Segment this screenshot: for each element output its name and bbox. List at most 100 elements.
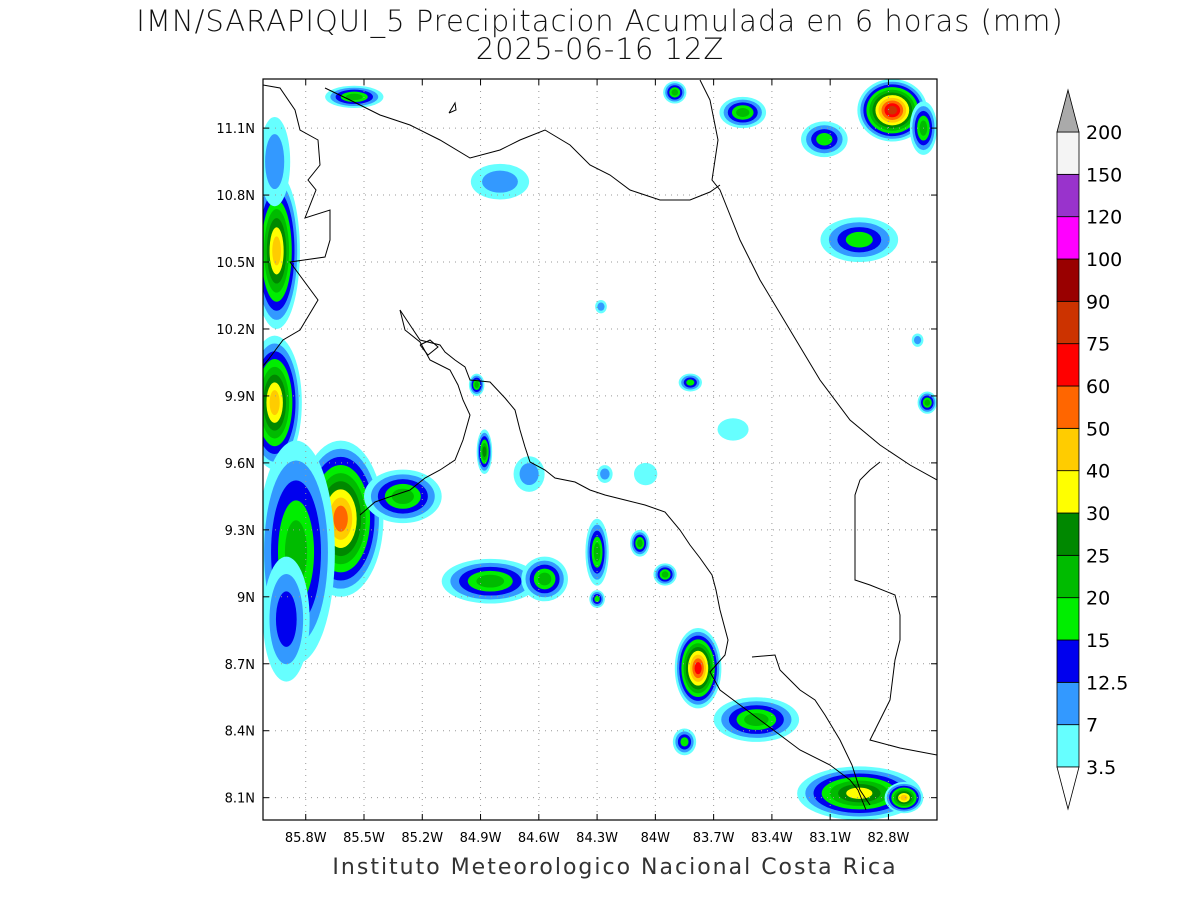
precip-contour — [537, 572, 552, 586]
precip-cell — [801, 121, 848, 158]
colorbar-swatch — [1056, 681, 1080, 726]
precip-contour — [275, 591, 297, 647]
precip-contour — [680, 737, 689, 747]
lat-tick-label: 8.7N — [225, 658, 255, 673]
colorbar-level-label: 12.5 — [1086, 672, 1128, 694]
colorbar-legend: 3.5 7 12.5 15 20 25 30 40 50 60 75 90 100 120 150 200 — [1056, 88, 1128, 811]
lat-tick-label: 9N — [237, 591, 255, 606]
lat-tick-label: 9.3N — [225, 524, 255, 539]
precip-cell — [630, 529, 650, 557]
nicoya-coast — [399, 309, 867, 811]
colorbar-swatch — [1056, 724, 1080, 768]
colorbar-level-label: 3.5 — [1086, 757, 1116, 779]
precip-contour — [661, 571, 669, 578]
colorbar-swatch — [1056, 554, 1080, 599]
colorbar-swatch — [1056, 385, 1080, 429]
precip-contour — [476, 574, 505, 588]
precip-cell — [263, 556, 310, 682]
map-frame — [262, 78, 938, 821]
colorbar-level-label: 75 — [1086, 334, 1110, 356]
precip-contour — [265, 134, 285, 190]
precip-cell — [468, 373, 485, 396]
colorbar-level-label: 90 — [1086, 291, 1110, 313]
lon-tick-label: 84W — [641, 831, 671, 846]
precip-cell — [263, 335, 302, 470]
colorbar-swatch — [1056, 639, 1080, 683]
map-datetime: 2025-06-16 12Z — [475, 32, 725, 66]
lon-tick-label: 85.2W — [401, 831, 443, 846]
precip-cell — [719, 96, 767, 129]
precip-cell — [672, 728, 697, 756]
precip-cell — [597, 465, 613, 483]
lon-tick-label: 83.1W — [809, 831, 851, 846]
precip-cell — [713, 697, 800, 742]
caribbean-coast — [699, 79, 937, 481]
precip-contour — [637, 539, 643, 548]
colorbar-level-label: 20 — [1086, 588, 1110, 610]
lon-tick-label: 82.8W — [868, 831, 910, 846]
precip-contour — [816, 133, 833, 146]
precip-contour — [736, 108, 750, 117]
colorbar-swatch — [1056, 216, 1080, 260]
precip-contour — [474, 381, 479, 388]
colorbar-level-label: 60 — [1086, 376, 1110, 398]
colorbar-level-label: 200 — [1086, 122, 1122, 144]
colorbar-top-arrow — [1056, 88, 1080, 133]
lat-tick-label: 10.5N — [216, 256, 255, 271]
precip-contour — [333, 505, 348, 532]
colorbar-level-label: 40 — [1086, 461, 1110, 483]
pacific-coastline — [263, 84, 331, 367]
precip-contour — [269, 390, 280, 416]
precip-cell — [521, 556, 568, 602]
lon-tick-label: 84.9W — [460, 831, 502, 846]
nicaragua-border — [324, 87, 721, 201]
precip-contour — [924, 399, 931, 406]
precip-contour — [482, 170, 518, 193]
gulf-islands — [419, 339, 439, 356]
precip-cell — [678, 373, 702, 392]
precip-cell — [470, 163, 530, 200]
colorbar-bottom-arrow — [1056, 766, 1080, 811]
gridlines — [263, 79, 937, 820]
precip-contour — [686, 379, 695, 386]
lon-tick-label: 83.4W — [751, 831, 793, 846]
colorbar-level-label: 50 — [1086, 418, 1110, 440]
colorbar-swatch — [1056, 343, 1080, 387]
lon-tick-label: 83.7W — [693, 831, 735, 846]
precip-contour — [600, 468, 610, 480]
precip-contour — [345, 93, 363, 101]
precip-cell — [589, 590, 605, 608]
precip-cell — [717, 418, 749, 441]
lat-tick-label: 10.8N — [216, 189, 255, 204]
colorbar-swatch — [1056, 258, 1080, 302]
lat-tick-label: 9.9N — [225, 390, 255, 405]
precip-cell — [595, 299, 607, 314]
lat-tick-label: 11.1N — [216, 122, 255, 137]
colorbar-level-label: 120 — [1086, 207, 1122, 229]
map-title: IMN/SARAPIQUI_5 Precipitacion Acumulada … — [136, 4, 1064, 38]
precip-contour — [593, 542, 601, 562]
precip-cell — [653, 563, 677, 586]
precip-cell — [857, 79, 928, 142]
precip-cell — [441, 558, 539, 604]
colorbar-swatch — [1056, 427, 1080, 472]
precip-contour — [717, 418, 749, 441]
colorbar-level-label: 100 — [1086, 249, 1122, 271]
precip-contour — [913, 336, 922, 345]
lat-tick-label: 8.1N — [225, 792, 255, 807]
colorbar-level-label: 25 — [1086, 545, 1110, 567]
precip-cell — [911, 333, 924, 347]
colorbar-swatch — [1056, 173, 1080, 218]
precip-cell — [325, 85, 384, 109]
colorbar-level-label: 150 — [1086, 164, 1122, 186]
colorbar-swatch — [1056, 131, 1080, 175]
colorbar-swatch — [1056, 300, 1080, 345]
precip-cell — [884, 782, 924, 814]
map-background — [263, 79, 937, 820]
precip-contour — [597, 302, 605, 311]
precip-cell — [820, 217, 899, 263]
precip-cell — [263, 116, 291, 207]
precip-cell — [263, 172, 300, 329]
precip-contour — [519, 463, 539, 486]
lat-tick-label: 8.4N — [225, 725, 255, 740]
